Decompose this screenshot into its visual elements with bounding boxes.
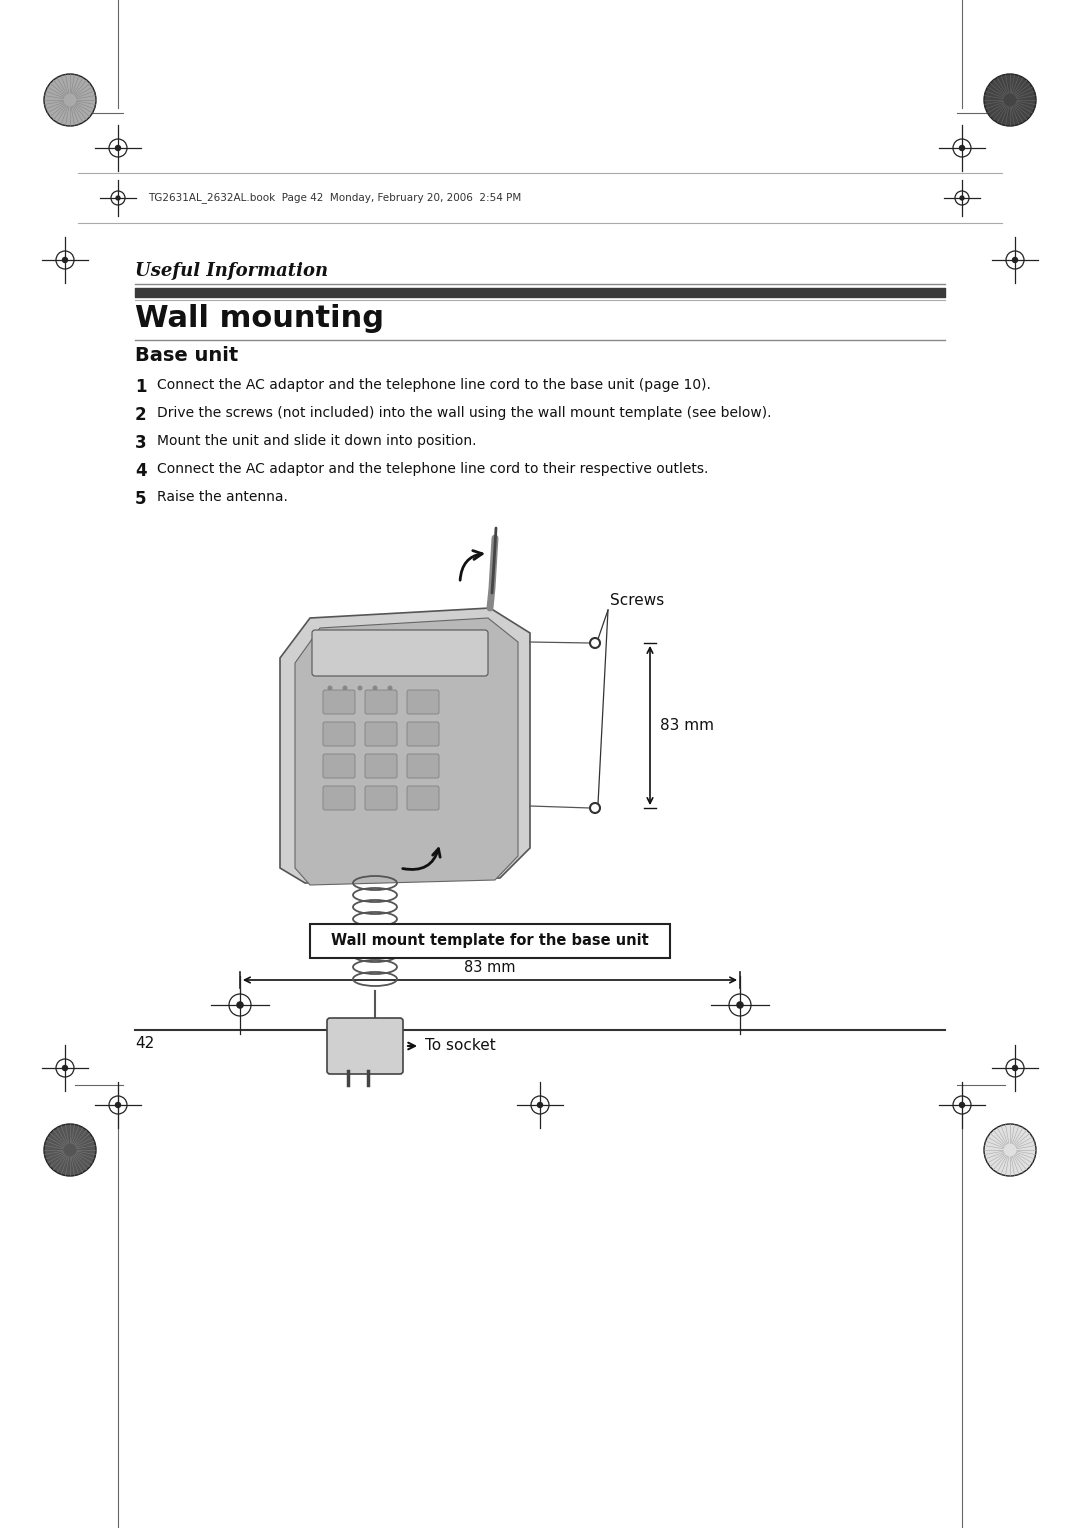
Text: Base unit: Base unit [135,345,239,365]
Circle shape [590,804,600,813]
Text: 2: 2 [135,406,147,423]
FancyBboxPatch shape [323,691,355,714]
Circle shape [1012,258,1017,263]
Text: Useful Information: Useful Information [135,261,328,280]
FancyArrowPatch shape [460,550,482,581]
Circle shape [388,686,392,691]
FancyBboxPatch shape [312,630,488,675]
FancyBboxPatch shape [365,753,397,778]
FancyArrowPatch shape [403,848,441,869]
Text: Drive the screws (not included) into the wall using the wall mount template (see: Drive the screws (not included) into the… [157,406,771,420]
Circle shape [373,686,378,691]
Circle shape [116,145,121,151]
Circle shape [1012,1065,1017,1071]
Circle shape [63,258,68,263]
Text: Connect the AC adaptor and the telephone line cord to their respective outlets.: Connect the AC adaptor and the telephone… [157,461,708,477]
Text: 5: 5 [135,490,147,507]
Circle shape [590,639,600,648]
Text: Screws: Screws [610,593,664,608]
Circle shape [538,1103,542,1108]
Text: Wall mounting: Wall mounting [135,304,384,333]
Polygon shape [280,608,530,883]
Text: Mount the unit and slide it down into position.: Mount the unit and slide it down into po… [157,434,476,448]
FancyBboxPatch shape [407,785,438,810]
Circle shape [984,73,1036,125]
Circle shape [44,73,96,125]
Bar [310,924,670,958]
Circle shape [63,1065,68,1071]
Circle shape [357,686,363,691]
Circle shape [116,196,120,200]
FancyBboxPatch shape [407,723,438,746]
Circle shape [327,686,333,691]
Text: Wall mount template for the base unit: Wall mount template for the base unit [332,934,649,949]
FancyBboxPatch shape [407,691,438,714]
FancyBboxPatch shape [365,691,397,714]
Text: To socket: To socket [426,1039,496,1053]
Text: 3: 3 [135,434,147,452]
Circle shape [984,1125,1036,1177]
Text: 83 mm: 83 mm [660,718,714,733]
Polygon shape [295,617,518,885]
Circle shape [1004,1144,1015,1155]
FancyBboxPatch shape [323,785,355,810]
Text: 1: 1 [135,377,147,396]
FancyBboxPatch shape [327,1018,403,1074]
FancyBboxPatch shape [323,753,355,778]
Circle shape [959,1103,964,1108]
Circle shape [342,686,348,691]
Circle shape [960,196,964,200]
Circle shape [1004,95,1015,105]
Circle shape [44,1125,96,1177]
Text: 83 mm: 83 mm [464,960,516,975]
FancyBboxPatch shape [365,723,397,746]
Circle shape [737,1002,743,1008]
Circle shape [237,1002,243,1008]
Text: TG2631AL_2632AL.book  Page 42  Monday, February 20, 2006  2:54 PM: TG2631AL_2632AL.book Page 42 Monday, Feb… [148,193,522,203]
FancyBboxPatch shape [323,723,355,746]
Text: Connect the AC adaptor and the telephone line cord to the base unit (page 10).: Connect the AC adaptor and the telephone… [157,377,711,393]
Circle shape [65,1144,76,1155]
Text: Raise the antenna.: Raise the antenna. [157,490,288,504]
Circle shape [959,145,964,151]
FancyBboxPatch shape [365,785,397,810]
FancyArrowPatch shape [408,1042,415,1050]
Text: 4: 4 [135,461,147,480]
Circle shape [116,1103,121,1108]
Circle shape [65,95,76,105]
FancyBboxPatch shape [407,753,438,778]
Text: 42: 42 [135,1036,154,1051]
